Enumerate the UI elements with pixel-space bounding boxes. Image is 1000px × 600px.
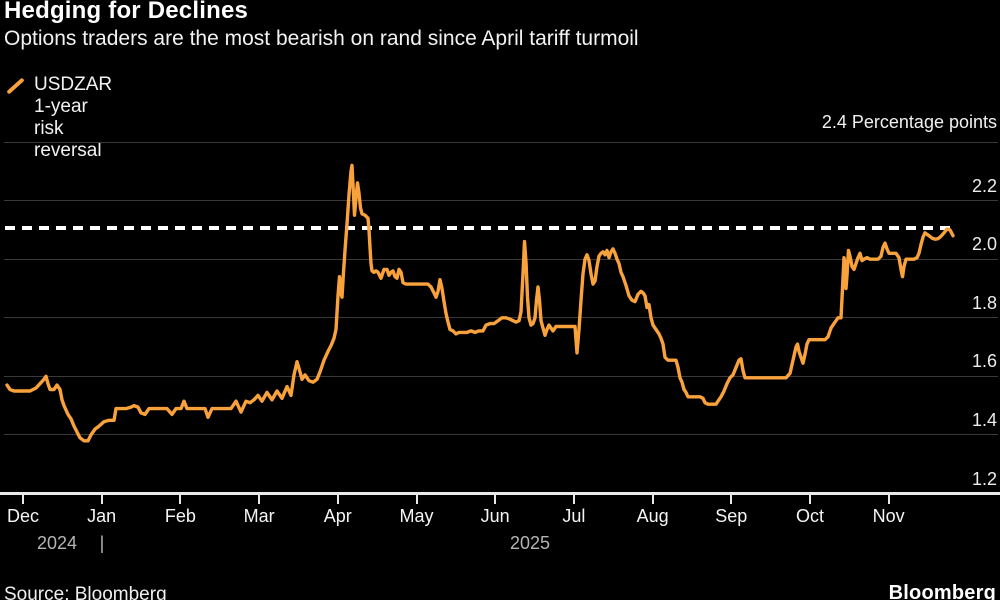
- x-axis-tick: [651, 495, 654, 504]
- x-axis-tick: [336, 495, 339, 504]
- y-axis-tick-label: 1.8: [971, 292, 997, 313]
- x-axis-month-label: Nov: [872, 506, 905, 526]
- y-axis-tick-label: 1.6: [971, 351, 997, 372]
- source-note: Source: Bloomberg: [4, 584, 167, 600]
- x-axis-tick: [415, 495, 418, 504]
- x-axis-month-label: Sep: [715, 506, 748, 526]
- legend-label: USDZAR 1-year risk reversal: [34, 74, 113, 161]
- x-axis-tick: [809, 495, 811, 504]
- bloomberg-logo: Bloomberg: [888, 582, 996, 600]
- y-axis-tick-label: 1.2: [971, 468, 997, 489]
- x-axis-tick: [179, 495, 182, 504]
- risk-reversal-line: [5, 163, 955, 443]
- gridline: [4, 375, 998, 377]
- x-axis-year-label: |: [99, 533, 105, 553]
- x-axis-month-label: Dec: [6, 506, 39, 526]
- x-axis-month-label: Jan: [87, 506, 117, 526]
- x-axis-year-label: 2025: [509, 533, 551, 553]
- y-axis-tick-label: 2.2: [971, 175, 997, 196]
- chart-subtitle: Options traders are the most bearish on …: [4, 27, 639, 50]
- x-axis-month-label: Oct: [795, 506, 824, 526]
- x-axis-tick: [730, 495, 733, 504]
- y-axis-tick-label: 1.4: [971, 409, 997, 430]
- x-axis-tick: [572, 495, 575, 504]
- gridline: [4, 200, 998, 202]
- x-axis-month-label: Apr: [323, 506, 352, 526]
- x-axis-year-label: 2024: [36, 533, 78, 553]
- gridline: [4, 258, 998, 260]
- x-axis-tick: [494, 495, 497, 504]
- x-axis-month-label: Jul: [562, 506, 586, 526]
- gridline: [4, 141, 998, 143]
- x-axis-month-label: Jun: [480, 506, 510, 526]
- x-axis-tick: [100, 495, 103, 504]
- reference-dashed-line: [5, 226, 955, 231]
- x-axis-tick: [887, 495, 890, 504]
- y-axis-unit-label: 2.4 Percentage points: [821, 112, 997, 132]
- x-axis-month-label: Feb: [164, 506, 196, 526]
- chart-title: Hedging for Declines: [4, 0, 249, 24]
- x-axis-month-label: May: [399, 506, 434, 526]
- x-axis-month-label: Aug: [636, 506, 669, 526]
- x-axis-month-label: Mar: [243, 506, 275, 526]
- gridline: [4, 434, 998, 436]
- x-axis-baseline: [0, 492, 1000, 495]
- y-axis-tick-label: 2.0: [971, 234, 997, 255]
- x-axis-tick: [22, 495, 24, 504]
- x-axis-tick: [258, 495, 261, 504]
